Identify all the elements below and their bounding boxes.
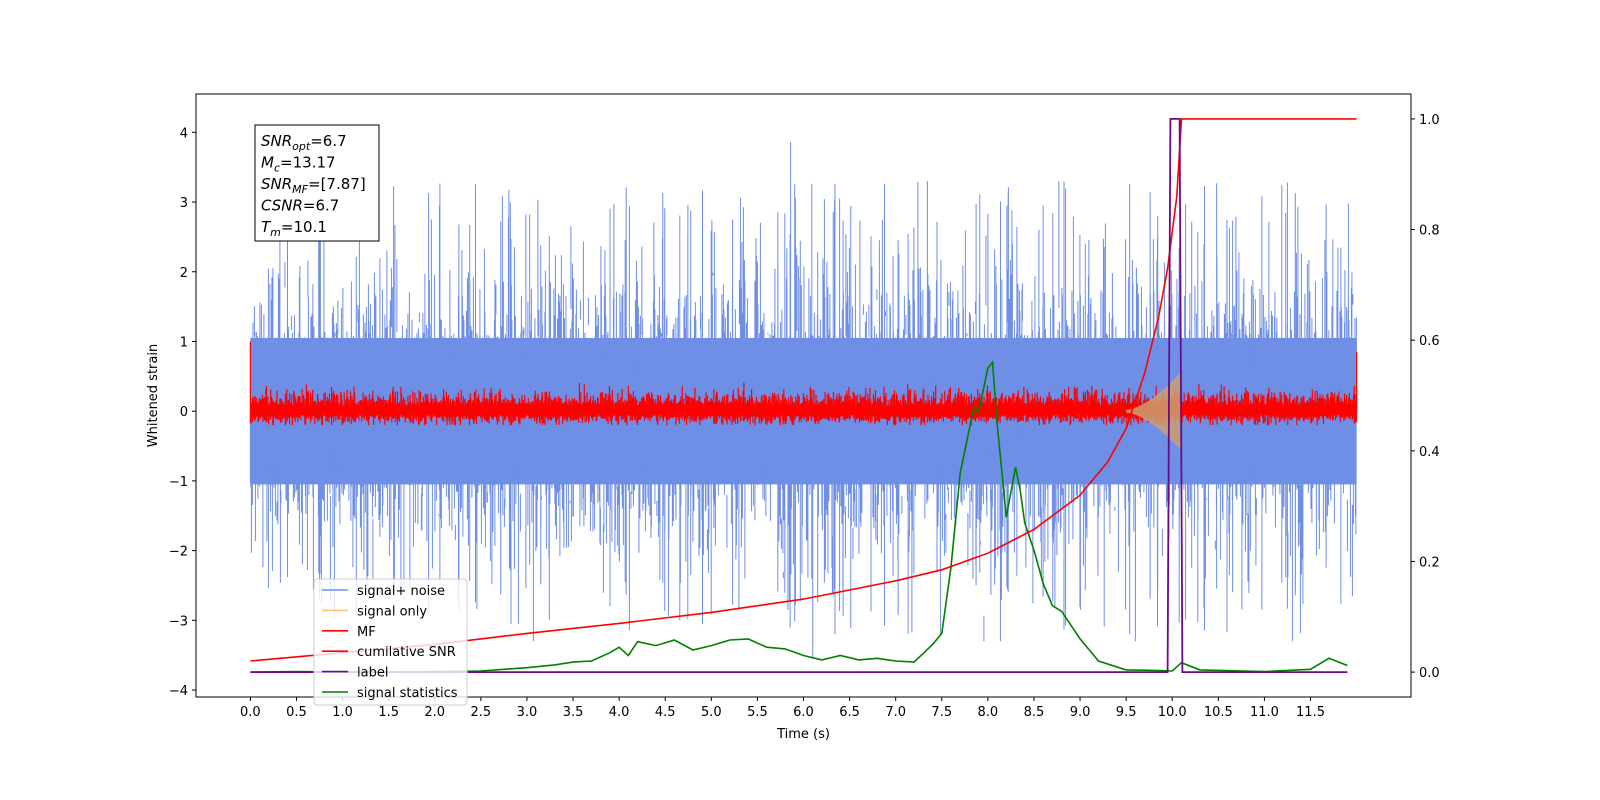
y-axis-title: Whitened strain [146,344,161,447]
legend-item: cumilative SNR [322,645,456,660]
x-tick-label: 1.5 [378,705,399,720]
x-tick-label: 1.0 [332,705,353,720]
legend-item: signal only [322,604,427,619]
x-tick-label: 3.0 [517,705,538,720]
y2-tick-label: 0.8 [1419,224,1440,239]
annotation-line: Mc=13.17 [261,154,336,175]
x-tick-label: 8.5 [1024,705,1045,720]
y-tick-label: −2 [169,545,188,560]
x-axis-title: Time (s) [776,727,830,742]
y-tick-label: −1 [169,475,188,490]
legend-label: signal statistics [357,686,458,701]
x-tick-label: 5.0 [701,705,722,720]
y-tick-label: 3 [180,196,188,211]
plot-lines-layer [250,118,1357,673]
y2-tick-label: 0.0 [1419,666,1440,681]
annotation-line: SNRMF=[7.87] [261,175,366,196]
x-tick-label: 0.0 [240,705,261,720]
series-signal-only [1126,371,1182,451]
series-cumilative-snr-line [250,118,1357,662]
y-tick-label: 1 [180,335,188,350]
x-tick-label: 2.0 [424,705,445,720]
series-signal-statistics-line [250,360,1348,673]
y2-tick-label: 0.4 [1419,445,1440,460]
x-tick-label: 9.5 [1116,705,1137,720]
x-tick-label: 6.5 [839,705,860,720]
legend: signal+ noise signal only MF cumilative SNR… [313,578,468,706]
legend-frame [313,578,468,706]
axes-layer: 0.0 0.5 1.0 1.5 2.0 2.5 3.0 3.5 4.0 4.5 5.0 5.5 6.0 6… [169,113,1440,720]
legend-item: label [322,666,388,681]
signal-only-chirp [1126,371,1182,451]
y-tick-label: 2 [180,266,188,281]
x-tick-label: 3.5 [563,705,584,720]
y-tick-label: 0 [180,405,188,420]
x-tick-label: 10.5 [1204,705,1233,720]
legend-label: MF [357,625,376,640]
series-cumilative-snr [250,118,1357,662]
legend-item: MF [322,625,376,640]
legend-item: signal+ noise [322,584,445,599]
x-tick-label: 11.0 [1250,705,1279,720]
x-tick-label: 2.5 [471,705,492,720]
y2-tick-label: 1.0 [1419,113,1440,128]
x-tick-label: 4.5 [655,705,676,720]
y2-tick-label: 0.6 [1419,334,1440,349]
annotation-line: SNRopt=6.7 [261,132,347,153]
x-tick-label: 6.0 [793,705,814,720]
series-mf [249,341,1358,426]
legend-item: signal statistics [322,686,458,701]
y-tick-label: 4 [180,126,188,141]
annotation-line: Tm=10.1 [261,218,327,239]
y-tick-label: −3 [169,614,188,629]
legend-label: signal+ noise [357,584,445,599]
annotation-frame [254,124,380,242]
x-tick-label: 7.5 [931,705,952,720]
plot-fill-layer [249,142,1358,659]
x-tick-label: 0.5 [286,705,307,720]
legend-label: signal only [357,604,427,619]
y-tick-label: −4 [169,684,188,699]
x-tick-label: 9.0 [1070,705,1091,720]
mf-trace [249,341,1358,426]
x-tick-label: 7.0 [885,705,906,720]
legend-label: label [357,666,388,681]
annotation-line: CSNR=6.7 [261,197,339,215]
legend-label: cumilative SNR [357,645,456,660]
x-tick-label: 4.0 [609,705,630,720]
x-tick-label: 10.0 [1158,705,1187,720]
x-tick-label: 8.0 [978,705,999,720]
x-tick-label: 11.5 [1296,705,1325,720]
y2-tick-label: 0.2 [1419,555,1440,570]
x-tick-label: 5.5 [747,705,768,720]
series-label [250,118,1348,673]
